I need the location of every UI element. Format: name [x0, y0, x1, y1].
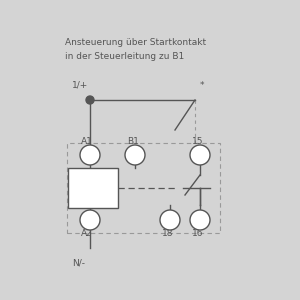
Text: N/-: N/- [72, 258, 85, 267]
Text: A1: A1 [81, 136, 93, 146]
Circle shape [86, 96, 94, 104]
Circle shape [160, 210, 180, 230]
Text: B1: B1 [127, 136, 139, 146]
Text: A2: A2 [81, 230, 93, 238]
Bar [68, 168, 118, 208]
Text: *: * [200, 81, 205, 90]
Bar [67, 143, 220, 233]
Text: in der Steuerleitung zu B1: in der Steuerleitung zu B1 [65, 52, 184, 61]
Text: Ansteuerung über Startkontakt: Ansteuerung über Startkontakt [65, 38, 206, 47]
Text: 1/+: 1/+ [72, 81, 88, 90]
Text: 16: 16 [192, 230, 204, 238]
Text: 18: 18 [162, 230, 174, 238]
Circle shape [80, 145, 100, 165]
Circle shape [125, 145, 145, 165]
Text: 15: 15 [192, 136, 204, 146]
Circle shape [190, 210, 210, 230]
Circle shape [80, 210, 100, 230]
Circle shape [190, 145, 210, 165]
